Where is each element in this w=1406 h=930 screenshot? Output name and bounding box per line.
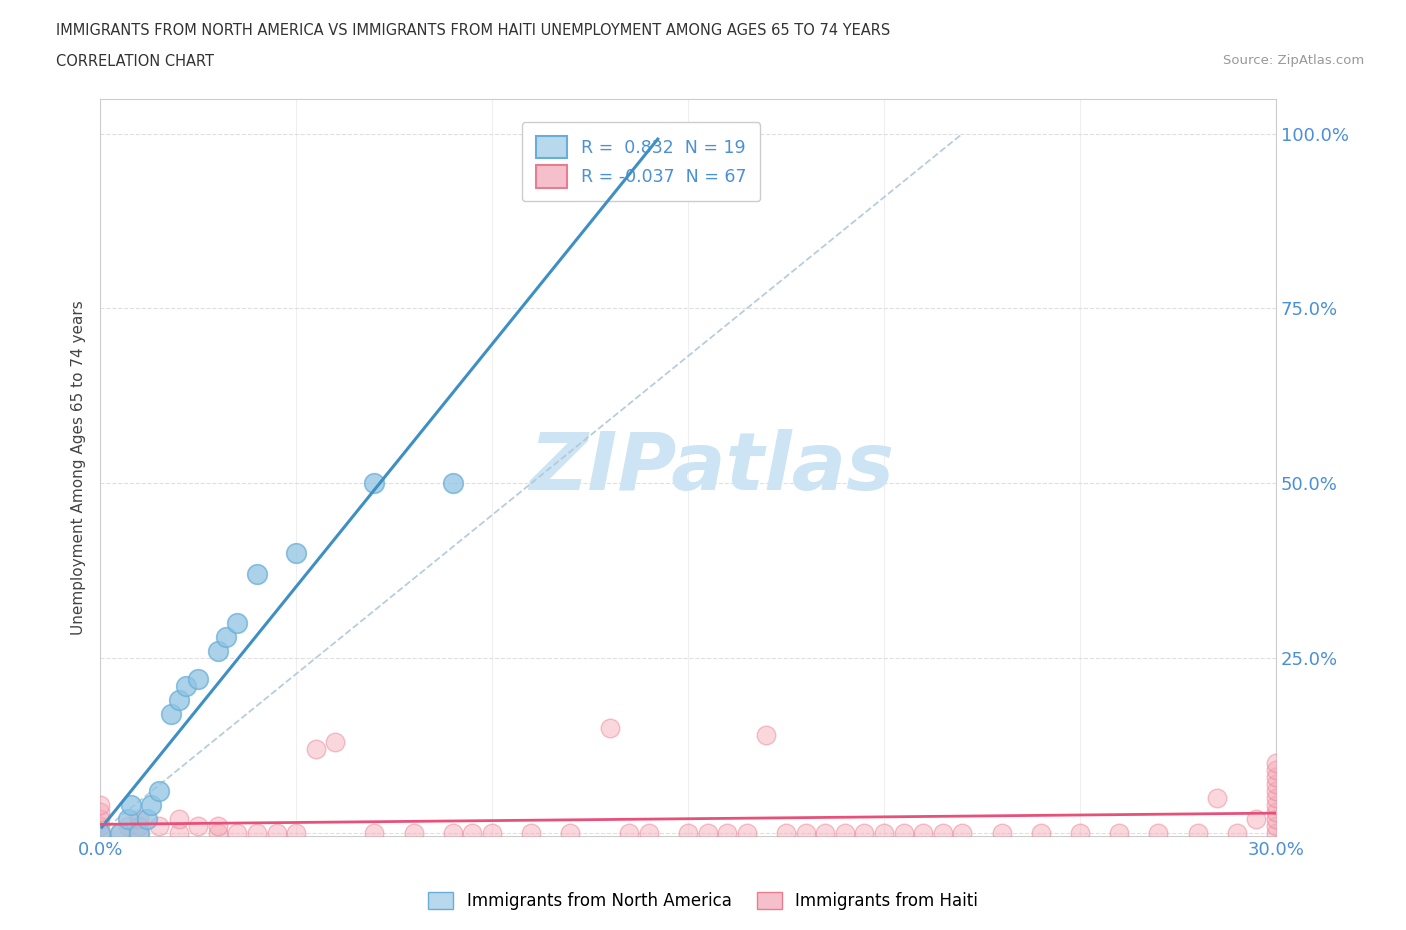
- Point: [323, 735, 346, 750]
- Point: [1265, 811, 1288, 826]
- Point: [402, 826, 425, 841]
- Point: [1265, 818, 1288, 833]
- Point: [834, 826, 856, 841]
- Point: [167, 826, 190, 841]
- Point: [1187, 826, 1209, 841]
- Point: [873, 826, 896, 841]
- Point: [214, 630, 236, 644]
- Point: [167, 693, 190, 708]
- Point: [755, 727, 778, 742]
- Point: [441, 476, 464, 491]
- Point: [139, 797, 162, 812]
- Point: [735, 826, 758, 841]
- Point: [148, 818, 170, 833]
- Point: [1246, 811, 1268, 826]
- Point: [285, 826, 308, 841]
- Point: [136, 811, 159, 826]
- Legend: R =  0.832  N = 19, R = -0.037  N = 67: R = 0.832 N = 19, R = -0.037 N = 67: [522, 122, 761, 202]
- Point: [1265, 790, 1288, 805]
- Point: [117, 811, 139, 826]
- Point: [207, 826, 229, 841]
- Point: [560, 826, 582, 841]
- Point: [1265, 763, 1288, 777]
- Y-axis label: Unemployment Among Ages 65 to 74 years: Unemployment Among Ages 65 to 74 years: [72, 300, 86, 635]
- Point: [89, 826, 111, 841]
- Text: Source: ZipAtlas.com: Source: ZipAtlas.com: [1223, 54, 1364, 67]
- Point: [676, 826, 699, 841]
- Point: [246, 826, 269, 841]
- Point: [441, 826, 464, 841]
- Point: [1147, 826, 1170, 841]
- Point: [696, 826, 718, 841]
- Point: [128, 826, 150, 841]
- Point: [893, 826, 915, 841]
- Point: [716, 826, 738, 841]
- Point: [89, 818, 111, 833]
- Point: [167, 811, 190, 826]
- Point: [853, 826, 876, 841]
- Point: [775, 826, 797, 841]
- Point: [1206, 790, 1229, 805]
- Point: [1265, 804, 1288, 819]
- Point: [89, 811, 111, 826]
- Text: CORRELATION CHART: CORRELATION CHART: [56, 54, 214, 69]
- Point: [108, 826, 131, 841]
- Point: [207, 644, 229, 658]
- Point: [1108, 826, 1130, 841]
- Point: [637, 826, 659, 841]
- Point: [207, 818, 229, 833]
- Point: [1265, 797, 1288, 812]
- Point: [266, 826, 288, 841]
- Point: [121, 797, 143, 812]
- Point: [950, 826, 973, 841]
- Point: [89, 826, 111, 841]
- Point: [148, 783, 170, 798]
- Point: [108, 826, 131, 841]
- Text: IMMIGRANTS FROM NORTH AMERICA VS IMMIGRANTS FROM HAITI UNEMPLOYMENT AMONG AGES 6: IMMIGRANTS FROM NORTH AMERICA VS IMMIGRA…: [56, 23, 890, 38]
- Point: [520, 826, 543, 841]
- Point: [1265, 826, 1288, 841]
- Point: [246, 566, 269, 581]
- Point: [176, 679, 198, 694]
- Point: [912, 826, 935, 841]
- Point: [128, 811, 150, 826]
- Point: [1265, 755, 1288, 770]
- Point: [1265, 777, 1288, 791]
- Legend: Immigrants from North America, Immigrants from Haiti: Immigrants from North America, Immigrant…: [422, 885, 984, 917]
- Point: [159, 707, 181, 722]
- Point: [363, 476, 385, 491]
- Point: [1265, 783, 1288, 798]
- Point: [187, 818, 209, 833]
- Point: [305, 741, 328, 756]
- Point: [89, 797, 111, 812]
- Point: [285, 546, 308, 561]
- Point: [117, 818, 139, 833]
- Point: [461, 826, 484, 841]
- Point: [932, 826, 955, 841]
- Point: [128, 826, 150, 841]
- Point: [794, 826, 817, 841]
- Point: [89, 804, 111, 819]
- Point: [481, 826, 503, 841]
- Point: [1226, 826, 1249, 841]
- Point: [1029, 826, 1052, 841]
- Point: [1265, 769, 1288, 784]
- Point: [226, 616, 249, 631]
- Point: [814, 826, 837, 841]
- Point: [1069, 826, 1091, 841]
- Point: [990, 826, 1012, 841]
- Point: [599, 721, 621, 736]
- Text: ZIPatlas: ZIPatlas: [529, 429, 894, 507]
- Point: [363, 826, 385, 841]
- Point: [187, 671, 209, 686]
- Point: [226, 826, 249, 841]
- Point: [128, 818, 150, 833]
- Point: [619, 826, 641, 841]
